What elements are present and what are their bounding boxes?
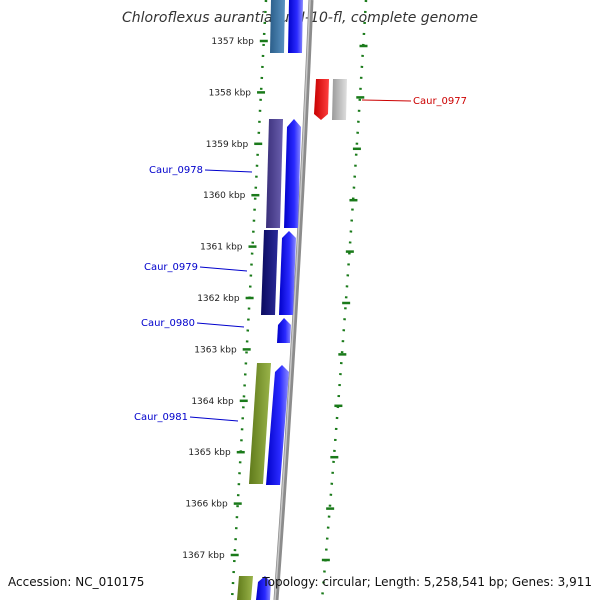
leader-line-caur-0979 xyxy=(199,266,248,272)
leader-line-caur-0978 xyxy=(204,169,253,173)
tick-label: 1366 kbp xyxy=(185,500,228,510)
gene-label-caur-0981[interactable]: Caur_0981 xyxy=(134,412,188,423)
gene-label-caur-0980[interactable]: Caur_0980 xyxy=(141,318,195,329)
gene-block-bottom-olive[interactable] xyxy=(237,576,253,600)
tick-label: 1367 kbp xyxy=(182,551,225,561)
leader-line-caur-0977 xyxy=(361,99,412,102)
tick-label: 1364 kbp xyxy=(191,397,234,407)
gene-arrow-caur-0980[interactable] xyxy=(277,318,291,343)
leader-line-caur-0980 xyxy=(196,322,245,328)
tick-label: 1358 kbp xyxy=(209,88,252,98)
outer-right-dotted-ring xyxy=(320,0,368,600)
accession-text: Accession: NC_010175 xyxy=(8,575,145,589)
gene-block-caur-0978-cog[interactable] xyxy=(266,119,283,228)
tick-label: 1357 kbp xyxy=(211,37,254,47)
gene-block-top-steel[interactable] xyxy=(270,0,285,53)
gene-block-caur-0981-cog[interactable] xyxy=(249,363,271,484)
tick-marks-left xyxy=(230,39,268,557)
tick-label: 1360 kbp xyxy=(203,191,246,201)
gene-arrow-caur-0981[interactable] xyxy=(266,365,289,485)
gene-arrow-caur-0977[interactable] xyxy=(314,79,329,120)
tick-label: 1361 kbp xyxy=(200,243,243,253)
gene-block-caur-0977-cog[interactable] xyxy=(332,79,347,120)
tick-label: 1359 kbp xyxy=(206,140,249,150)
tick-label: 1363 kbp xyxy=(194,345,237,355)
gene-arrow-caur-0978[interactable] xyxy=(284,119,301,228)
genome-backbone-highlight xyxy=(274,0,311,600)
leader-line-caur-0981 xyxy=(189,416,239,422)
gene-block-top-blue[interactable] xyxy=(288,0,303,53)
genome-stats-text: Topology: circular; Length: 5,258,541 bp… xyxy=(262,575,592,589)
tick-labels: 1357 kbp 1358 kbp 1359 kbp 1360 kbp 1361 kbp… xyxy=(182,37,254,561)
tick-marks-right xyxy=(321,44,368,562)
gene-arrow-caur-0979[interactable] xyxy=(279,231,296,315)
gene-label-caur-0979[interactable]: Caur_0979 xyxy=(144,262,198,273)
tick-label: 1362 kbp xyxy=(197,294,240,304)
genome-backbone xyxy=(273,0,314,600)
gene-label-caur-0977[interactable]: Caur_0977 xyxy=(413,96,467,107)
gene-label-caur-0978[interactable]: Caur_0978 xyxy=(149,165,203,176)
gene-arrow-bottom-blue[interactable] xyxy=(256,576,271,600)
gene-block-caur-0979-cog[interactable] xyxy=(261,230,278,315)
tick-label: 1365 kbp xyxy=(188,448,231,458)
